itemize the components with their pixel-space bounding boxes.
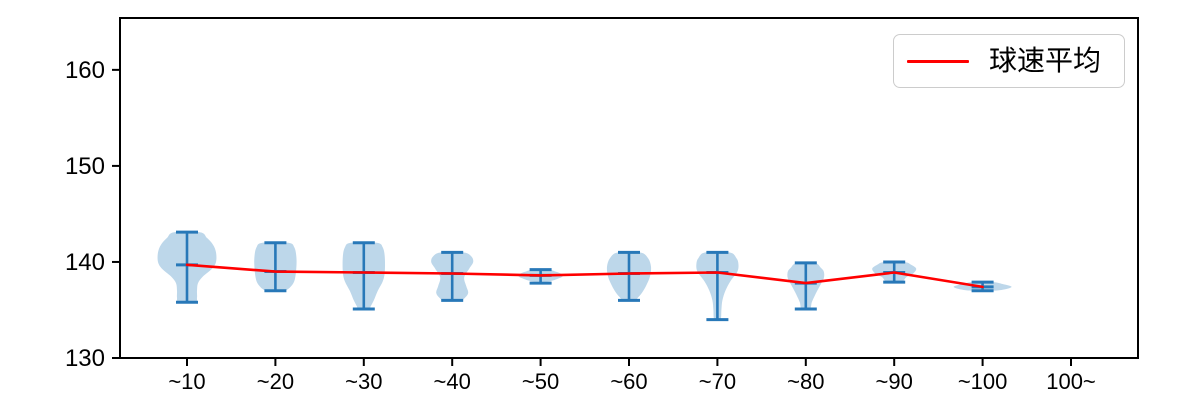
x-tick-label-~90: ~90 <box>876 369 913 394</box>
x-tick-label-100~: 100~ <box>1046 369 1096 394</box>
violin-~40 <box>431 250 474 302</box>
y-tick-label: 160 <box>65 57 105 84</box>
violin-~20 <box>254 241 297 293</box>
x-tick-label-~10: ~10 <box>168 369 205 394</box>
x-tick-label-~100: ~100 <box>958 369 1008 394</box>
x-axis: ~10 ~20 ~30 ~40 ~50 ~60 ~70 ~80 ~90 ~100 100~ <box>168 358 1096 394</box>
violin-~60 <box>606 250 652 302</box>
x-tick-label-~20: ~20 <box>257 369 294 394</box>
y-tick-label: 130 <box>65 345 105 372</box>
mean-line <box>185 263 984 289</box>
legend: 球速平均 <box>893 34 1125 88</box>
legend-line-icon <box>907 59 969 63</box>
x-tick-label-~60: ~60 <box>610 369 647 394</box>
violin-~80 <box>787 261 825 311</box>
x-tick-label-~40: ~40 <box>434 369 471 394</box>
violin-~70 <box>696 250 739 322</box>
x-tick-label-~70: ~70 <box>699 369 736 394</box>
y-tick-label: 140 <box>65 249 105 276</box>
legend-label: 球速平均 <box>989 45 1102 76</box>
x-tick-label-~30: ~30 <box>345 369 382 394</box>
x-tick-label-~50: ~50 <box>522 369 559 394</box>
plot-border <box>119 17 1139 359</box>
x-tick-label-~80: ~80 <box>787 369 824 394</box>
y-axis: 130 140 150 160 <box>65 57 120 372</box>
violin-~30 <box>342 241 386 311</box>
y-tick-label: 150 <box>65 153 105 180</box>
